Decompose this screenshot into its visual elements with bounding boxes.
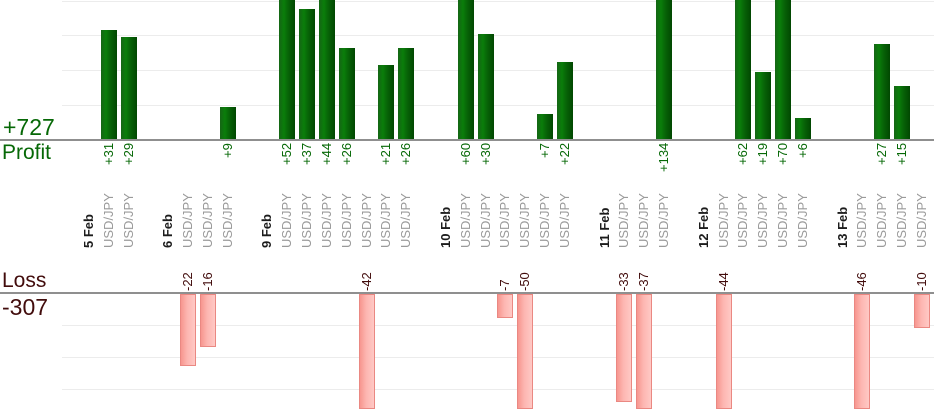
profit-bar: [299, 9, 316, 139]
trade-symbol-label: USD/JPY: [358, 193, 374, 248]
trade-symbol-label: USD/JPY: [100, 193, 116, 248]
trade-symbol-label: USD/JPY: [378, 193, 394, 248]
profit-bar: [120, 37, 137, 139]
trade-symbol-label: USD/JPY: [338, 193, 354, 248]
profit-gridline: [62, 35, 934, 36]
loss-section-label: Loss: [2, 269, 47, 292]
profit-bar: [100, 30, 117, 139]
profit-bar: [735, 0, 752, 139]
trade-symbol-label: USD/JPY: [656, 193, 672, 248]
loss-gridline: [62, 325, 934, 326]
trade-symbol-label: USD/JPY: [616, 193, 632, 248]
loss-total: -307: [2, 294, 49, 320]
profit-bar: [894, 86, 911, 139]
trade-symbol-label: USD/JPY: [457, 193, 473, 248]
profit-bar: [537, 114, 554, 139]
date-label: 6 Feb: [160, 214, 176, 248]
loss-bar: [715, 294, 732, 409]
loss-gridline: [62, 357, 934, 358]
profit-bar: [338, 48, 355, 139]
trade-symbol-label: USD/JPY: [318, 193, 334, 248]
profit-bar: [318, 0, 335, 139]
trade-symbol-label: USD/JPY: [556, 193, 572, 248]
profit-axis-line: [0, 139, 934, 141]
date-label: 11 Feb: [596, 207, 612, 248]
profit-bar: [656, 0, 673, 139]
trade-symbol-label: USD/JPY: [735, 193, 751, 248]
profit-bar: [398, 48, 415, 139]
profit-gridline: [62, 70, 934, 71]
trade-symbol-label: USD/JPY: [299, 193, 315, 248]
trade-symbol-label: USD/JPY: [517, 193, 533, 248]
loss-bar: [636, 294, 653, 409]
trade-symbol-label: USD/JPY: [794, 193, 810, 248]
trade-symbol-label: USD/JPY: [854, 193, 870, 248]
trade-symbol-label: USD/JPY: [477, 193, 493, 248]
trade-symbol-label: USD/JPY: [497, 193, 513, 248]
trade-symbol-label: USD/JPY: [636, 193, 652, 248]
loss-bar: [517, 294, 534, 409]
trade-symbol-label: USD/JPY: [219, 193, 235, 248]
loss-bar: [199, 294, 216, 347]
profit-bar: [219, 107, 236, 139]
loss-gridline: [62, 389, 934, 390]
date-label: 12 Feb: [695, 206, 711, 248]
loss-bar: [913, 294, 930, 328]
profit-bar: [775, 0, 792, 139]
loss-bar: [358, 294, 375, 409]
trade-symbol-label: USD/JPY: [874, 193, 890, 248]
profit-bar: [457, 0, 474, 139]
trade-symbol-label: USD/JPY: [755, 193, 771, 248]
trade-symbol-label: USD/JPY: [199, 193, 215, 248]
trade-symbol-label: USD/JPY: [180, 193, 196, 248]
profit-bar: [279, 0, 296, 139]
date-label: 13 Feb: [834, 206, 850, 248]
loss-bar: [616, 294, 633, 402]
trade-symbol-label: USD/JPY: [715, 193, 731, 248]
trade-symbol-label: USD/JPY: [537, 193, 553, 248]
profit-bar: [378, 65, 395, 139]
loss-bar: [497, 294, 514, 318]
profit-bar: [556, 62, 573, 139]
trade-symbol-label: USD/JPY: [279, 193, 295, 248]
profit-bar: [874, 44, 891, 139]
date-label: 9 Feb: [259, 214, 275, 248]
date-label: 5 Feb: [81, 214, 96, 248]
profit-bar: [755, 72, 772, 139]
trade-symbol-label: USD/JPY: [120, 193, 136, 248]
loss-bar: [854, 294, 871, 409]
profit-gridline: [62, 105, 934, 106]
profit-bar: [794, 118, 811, 139]
trade-symbol-label: USD/JPY: [894, 193, 910, 248]
profit-total: +727: [3, 114, 55, 140]
loss-bar: [180, 294, 197, 366]
date-label: 10 Feb: [437, 206, 453, 248]
profit-section-label: Profit: [2, 141, 52, 164]
loss-axis-line: [0, 292, 934, 294]
trade-symbol-label: USD/JPY: [398, 193, 414, 248]
profit-bar: [477, 34, 494, 139]
trade-symbol-label: USD/JPY: [775, 193, 791, 248]
trade-symbol-label: USD/JPY: [913, 193, 929, 248]
profit-gridline: [62, 1, 934, 2]
